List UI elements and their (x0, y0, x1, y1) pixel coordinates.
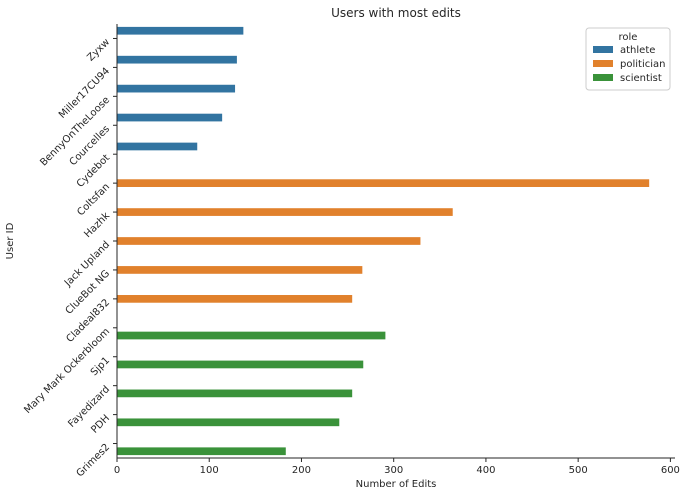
x-tick-label: 300 (384, 465, 403, 476)
bars-group (117, 26, 650, 456)
legend-label-scientist: scientist (620, 73, 662, 84)
bar-cluebot-ng (117, 266, 363, 274)
y-tick-label: PDH (89, 413, 112, 436)
legend-title: role (619, 32, 638, 43)
x-tick-label: 200 (292, 465, 311, 476)
y-tick-label: Zyxw (85, 37, 112, 64)
x-tick-label: 100 (200, 465, 219, 476)
legend-swatch-politician (593, 60, 613, 67)
x-tick-label: 600 (661, 465, 680, 476)
bar-fayedizard (117, 389, 353, 398)
y-tick-label: Sjp1 (89, 355, 112, 378)
y-tick-label: Hazhk (82, 210, 112, 240)
x-axis-ticks: 0 100 200 300 400 500 600 (114, 458, 680, 476)
bar-coltsfan (117, 179, 650, 187)
y-tick-label: Grimes2 (75, 442, 113, 480)
x-tick-label: 400 (476, 465, 495, 476)
y-axis-label: User ID (5, 222, 16, 259)
legend-swatch-athlete (593, 46, 613, 53)
legend-label-athlete: athlete (620, 45, 655, 56)
y-axis-ticks: ZyxwMiller17CU94BennyOnTheLooseCourcelle… (22, 37, 117, 480)
bar-jack-upland (117, 237, 421, 245)
x-tick-label: 500 (569, 465, 588, 476)
legend-swatch-scientist (593, 74, 613, 81)
bar-pdh (117, 418, 340, 427)
bar-bennyontheloose (117, 84, 236, 93)
bar-miller17cu94 (117, 55, 237, 64)
legend-entries: athlete politician scientist (593, 45, 665, 84)
x-axis-label: Number of Edits (356, 479, 437, 490)
bar-sjp1 (117, 360, 364, 369)
bar-mary-mark-ockerbloom (117, 331, 386, 340)
bar-grimes2 (117, 447, 286, 456)
bar-cladeal832 (117, 295, 353, 303)
y-tick-label: Miller17CU94 (57, 66, 112, 121)
bar-courcelles (117, 113, 223, 122)
legend-label-politician: politician (620, 59, 665, 70)
bar-cydebot (117, 142, 198, 151)
x-tick-label: 0 (114, 465, 120, 476)
bar-zyxw (117, 26, 244, 35)
chart-title: Users with most edits (331, 6, 461, 20)
legend: role athlete politician scientist (585, 27, 671, 91)
bar-hazhk (117, 208, 453, 216)
